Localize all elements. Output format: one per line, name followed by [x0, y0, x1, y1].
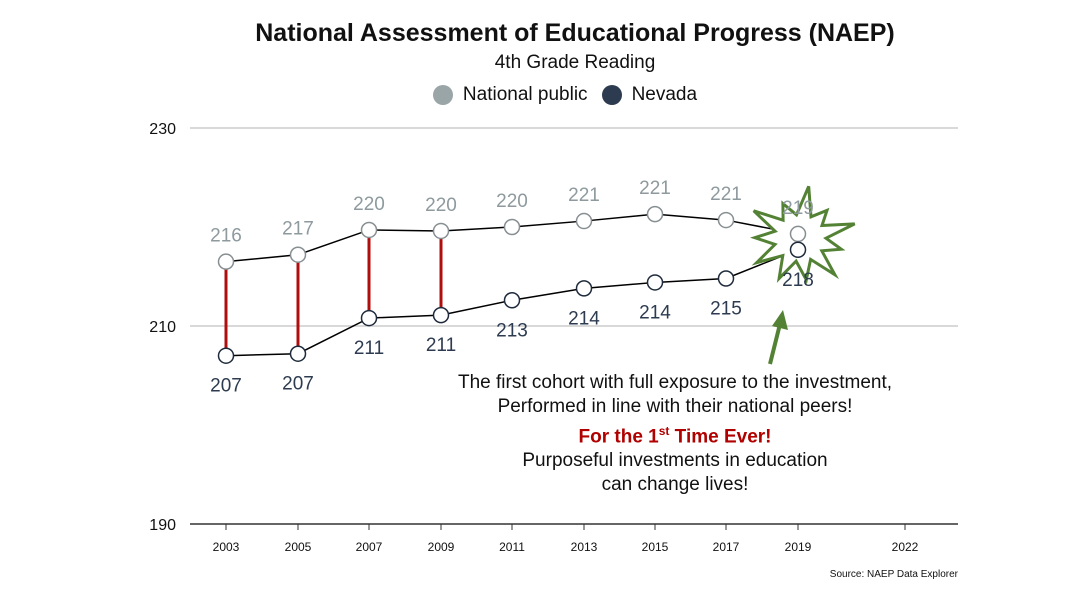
x-tick-label-2005: 2005: [285, 540, 312, 554]
data-label-national-2015: 221: [639, 178, 671, 199]
y-tick-label-190: 190: [149, 517, 176, 534]
annotation-line-4: Purposeful investments in education: [522, 450, 828, 472]
point-nevada-2011: [503, 292, 521, 309]
data-label-national-2013: 221: [568, 185, 600, 206]
point-national-2007: [360, 221, 378, 239]
data-label-nevada-2003: 207: [210, 376, 242, 397]
point-nevada-2017: [717, 270, 735, 287]
legend-swatch-national: [432, 85, 453, 105]
point-nevada-2015: [646, 274, 664, 291]
arrow-shaft: [768, 323, 782, 365]
legend-item-nevada: Nevada: [601, 84, 698, 106]
x-tick-label-2019: 2019: [785, 540, 812, 554]
point-nevada-2009: [432, 306, 450, 324]
point-national-2013: [575, 212, 593, 230]
legend-label-nevada: Nevada: [631, 84, 698, 105]
point-national-2011: [503, 218, 521, 236]
data-label-national-2009: 220: [425, 195, 457, 216]
x-tick-label-2003: 2003: [213, 540, 240, 554]
chart-title: National Assessment of Educational Progr…: [255, 19, 895, 47]
data-label-national-2005: 217: [282, 219, 314, 240]
point-nevada-2013: [575, 280, 593, 297]
x-tick-label-2011: 2011: [499, 540, 525, 554]
data-label-national-2007: 220: [353, 194, 385, 215]
y-tick-label-230: 230: [149, 121, 176, 138]
legend-swatch-nevada: [601, 85, 622, 105]
data-label-nevada-2005: 207: [282, 374, 314, 395]
x-tick-label-2007: 2007: [356, 540, 383, 554]
x-tick-label-2009: 2009: [428, 540, 455, 554]
annotation-highlight-post: Time Ever!: [669, 426, 772, 448]
annotation-line-5: can change lives!: [601, 474, 749, 496]
data-label-nevada-2015: 214: [639, 302, 671, 323]
data-label-national-2003: 216: [210, 226, 242, 247]
annotation-highlight-pre: For the 1: [578, 426, 659, 448]
data-label-nevada-2009: 211: [426, 335, 456, 356]
y-tick-label-210: 210: [149, 319, 176, 336]
data-label-nevada-2011: 213: [496, 320, 528, 341]
legend-item-national: National public: [432, 84, 588, 106]
x-tick-label-2022: 2022: [892, 540, 919, 554]
annotation-highlight-sup: st: [658, 424, 670, 438]
point-nevada-2003: [217, 347, 235, 364]
legend-label-national: National public: [462, 84, 588, 105]
point-national-2009: [432, 222, 450, 240]
x-tick-label-2017: 2017: [713, 540, 740, 554]
annotation: The first cohort with full exposure to t…: [380, 371, 970, 497]
point-national-2015: [646, 205, 664, 223]
point-national-2003: [217, 253, 235, 270]
point-nevada-2005: [289, 345, 307, 362]
annotation-line-1: The first cohort with full exposure to t…: [457, 372, 893, 393]
point-nevada-2019: [789, 241, 807, 259]
point-national-2019: [789, 225, 807, 243]
x-tick-label-2013: 2013: [571, 540, 598, 554]
data-label-nevada-2007: 211: [354, 338, 384, 359]
data-label-nevada-2013: 214: [568, 308, 600, 329]
data-label-national-2019: 219: [782, 198, 814, 219]
source-note: Source: NAEP Data Explorer: [829, 569, 958, 580]
point-national-2017: [717, 211, 735, 229]
point-nevada-2007: [360, 309, 378, 327]
point-national-2005: [289, 246, 307, 263]
x-tick-label-2015: 2015: [642, 540, 669, 554]
data-label-national-2017: 221: [710, 184, 742, 205]
annotation-line-2: Performed in line with their national pe…: [497, 396, 853, 417]
legend: National public Nevada: [0, 84, 1069, 106]
data-label-nevada-2019: 218: [782, 270, 814, 291]
annotation-highlight: For the 1st Time Ever!: [380, 419, 970, 449]
data-label-national-2011: 220: [496, 191, 528, 212]
arrow-head: [772, 310, 788, 330]
chart-subtitle: 4th Grade Reading: [494, 52, 656, 73]
data-label-nevada-2017: 215: [710, 298, 742, 319]
